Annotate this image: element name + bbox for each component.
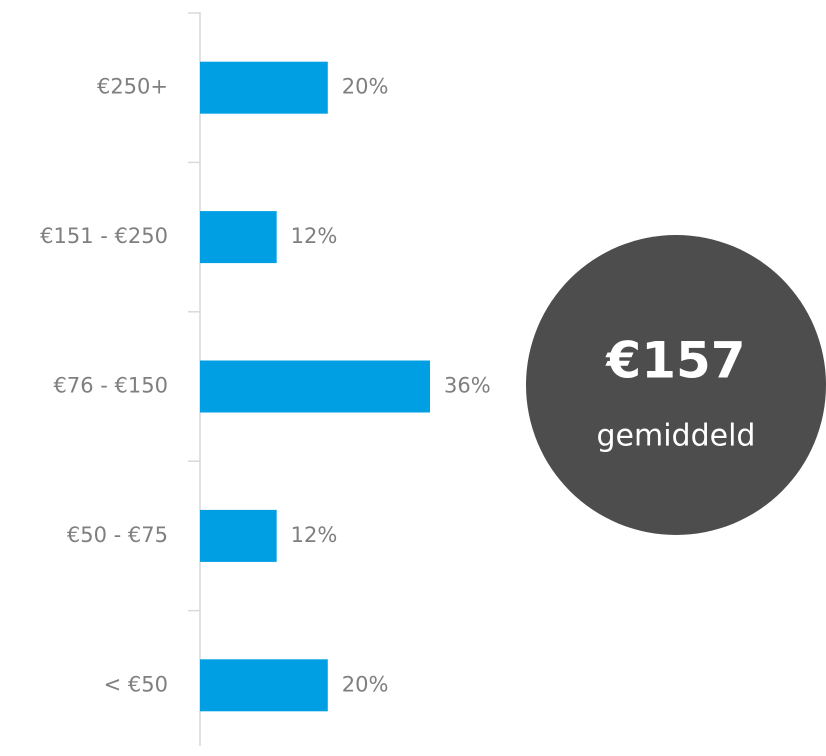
y-tick-label: €76 - €150	[54, 374, 168, 398]
value-label: 20%	[342, 75, 389, 99]
bar	[200, 61, 328, 114]
y-tick-label: < €50	[104, 672, 168, 696]
average-value: €157	[605, 332, 745, 390]
bar	[200, 659, 328, 712]
y-tick-label: €50 - €75	[67, 523, 168, 547]
average-label: gemiddeld	[597, 419, 756, 454]
value-label: 12%	[291, 523, 338, 547]
value-label: 20%	[342, 672, 389, 696]
y-tick-label: €250+	[97, 75, 168, 99]
bar	[200, 509, 277, 562]
value-label: 36%	[444, 374, 491, 398]
bar	[200, 360, 430, 413]
average-badge	[526, 235, 826, 535]
bar	[200, 211, 277, 264]
value-label: 12%	[291, 224, 338, 248]
y-tick-label: €151 - €250	[40, 224, 168, 248]
